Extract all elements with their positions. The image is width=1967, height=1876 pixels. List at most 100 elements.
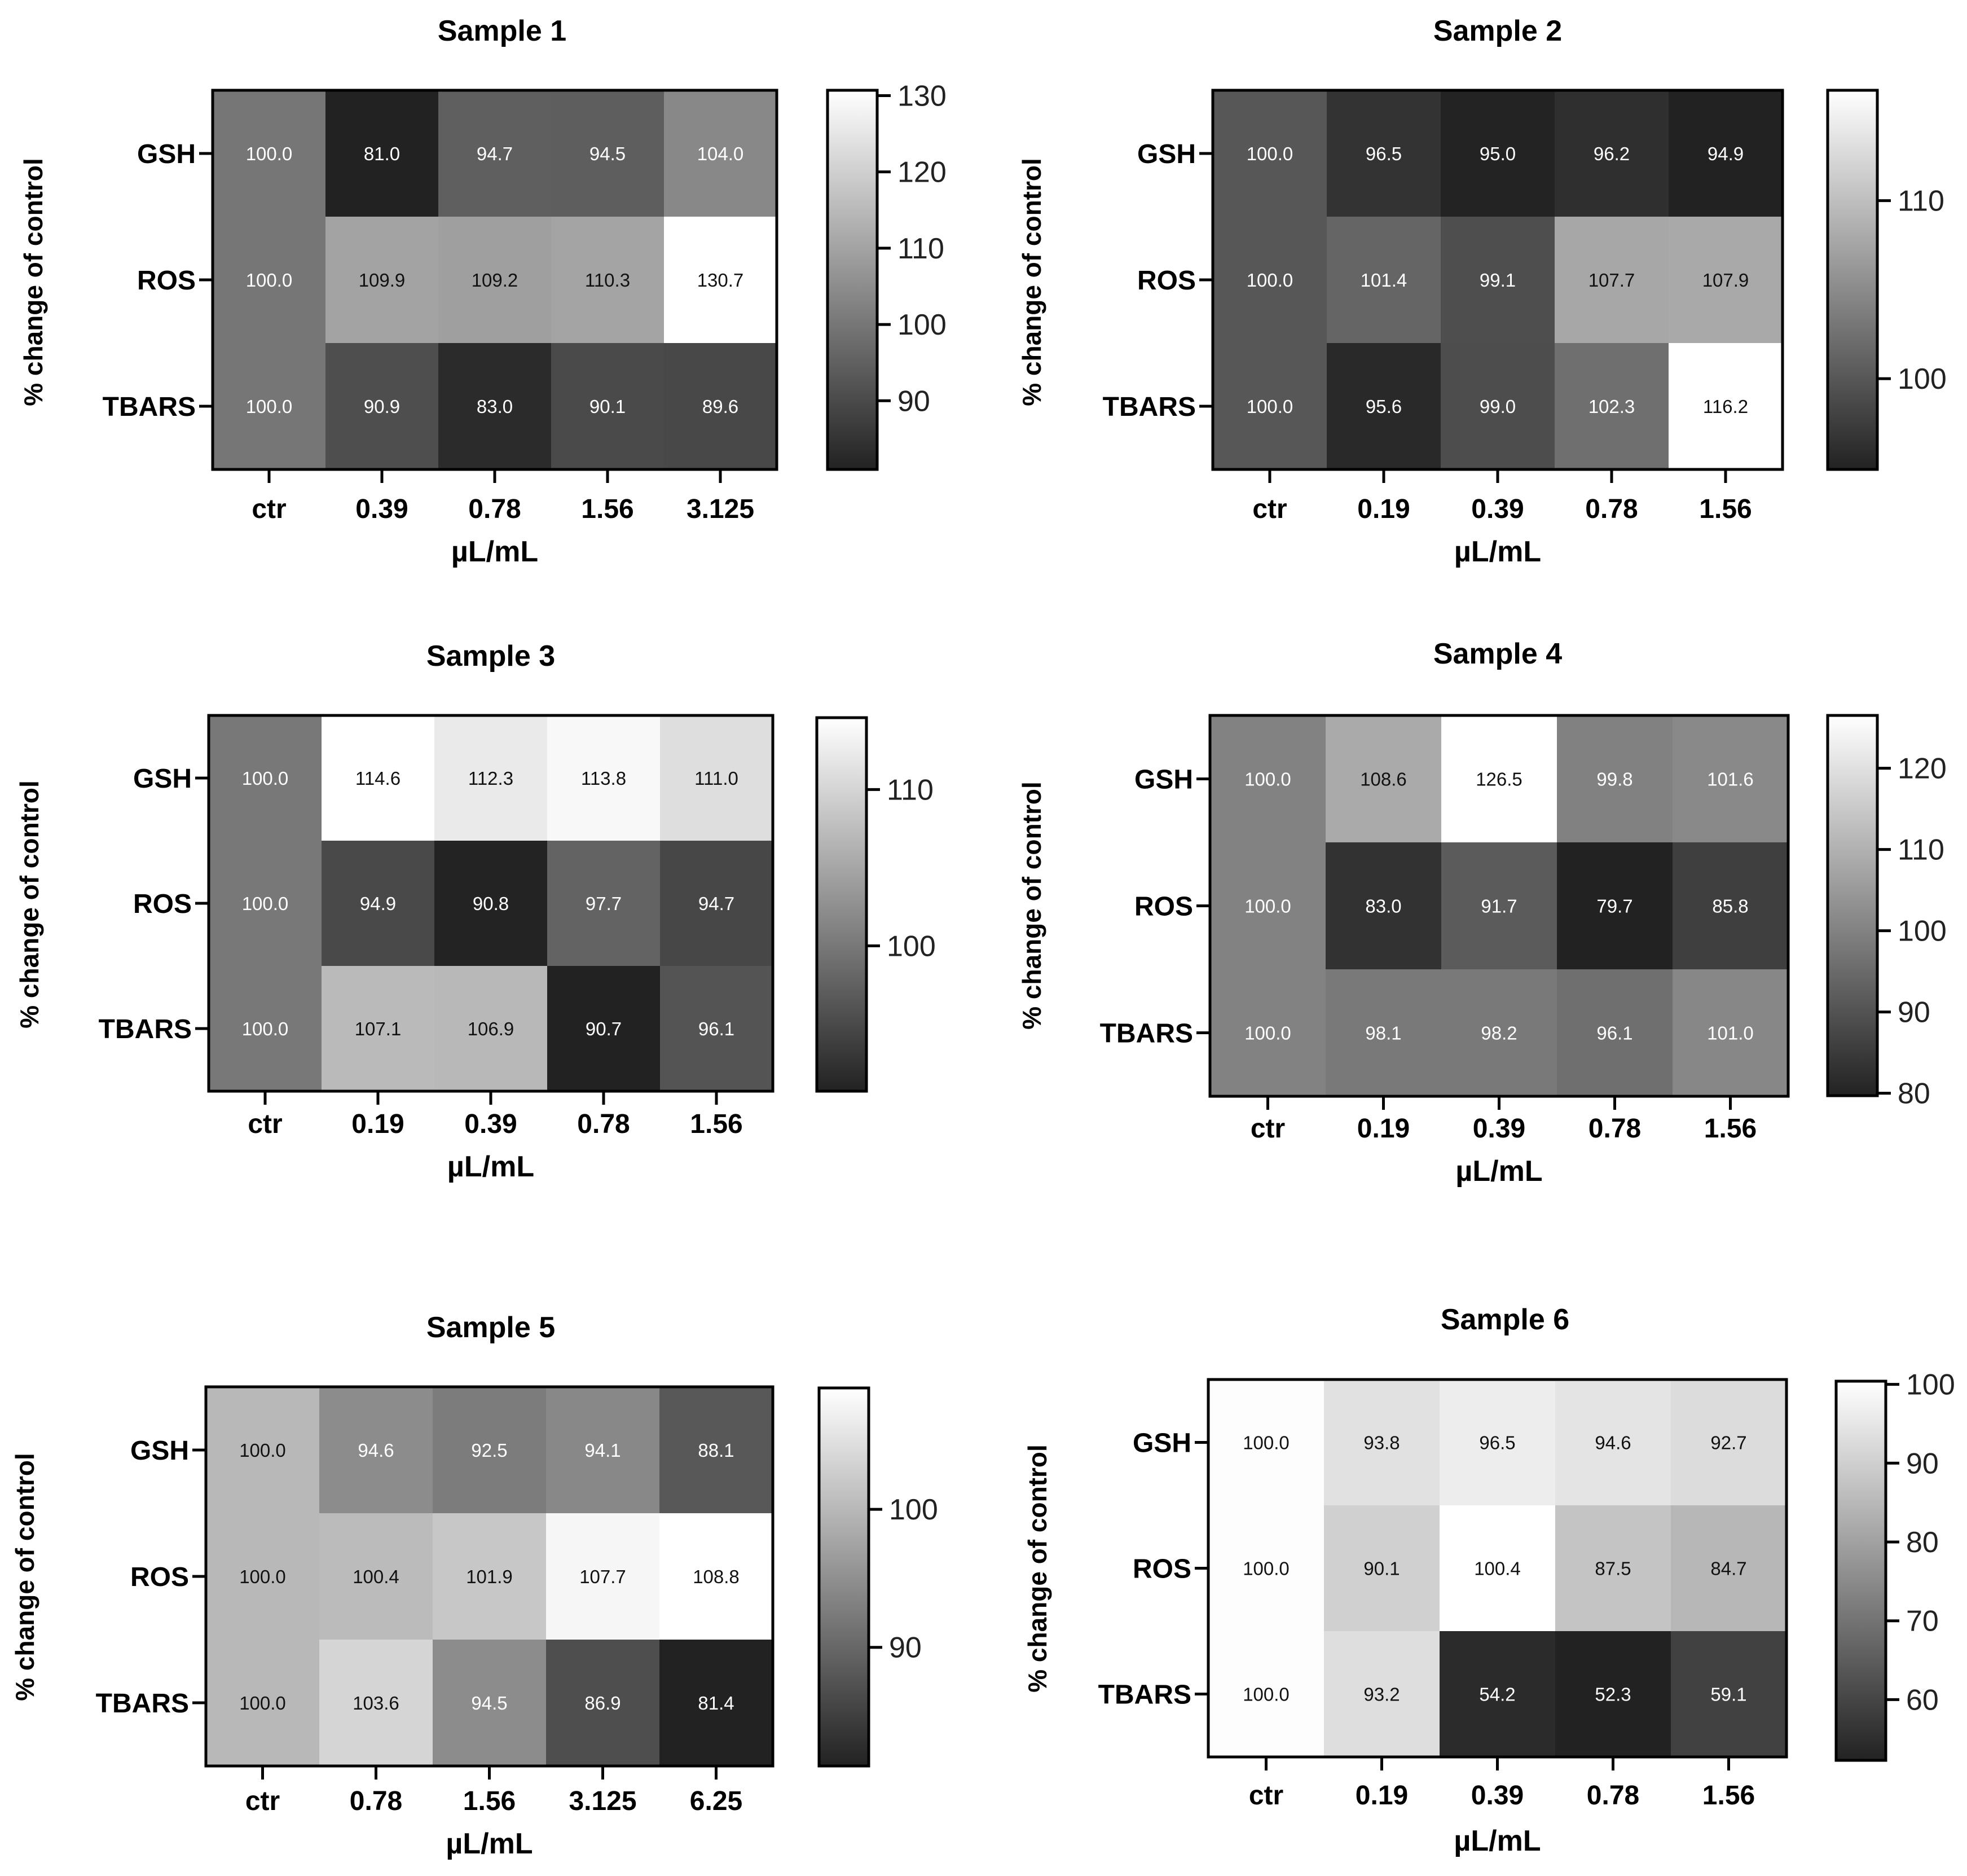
heatmap-cell	[659, 1513, 773, 1640]
heatmap-cell	[319, 1513, 433, 1640]
column-label: 3.125	[569, 1786, 636, 1816]
cell-value-label: 85.8	[1712, 896, 1748, 917]
cell-value-label: 116.2	[1703, 396, 1748, 417]
heatmap-cell	[659, 1640, 773, 1767]
cell-value-label: 107.7	[1588, 270, 1635, 291]
cell-value-label: 83.0	[477, 396, 513, 417]
heatmap-cell	[1208, 1505, 1324, 1632]
heatmap-panel-2: Sample 2 % change of control 100.0 96.5 95.0…	[1017, 15, 1947, 568]
column-label: 0.78	[1588, 1114, 1641, 1144]
column-label: 1.56	[581, 494, 633, 524]
heatmap-cell	[1441, 90, 1555, 217]
colorbar	[817, 1386, 870, 1768]
y-axis-label: % change of control	[15, 780, 44, 1029]
heatmap-cell	[438, 217, 552, 344]
cell-value-label: 94.6	[358, 1440, 394, 1461]
heatmap-cell	[547, 966, 661, 1092]
panel-title: Sample 5	[426, 1311, 555, 1344]
heatmap-cell	[1557, 969, 1673, 1097]
column-label: 0.39	[1471, 494, 1524, 524]
heatmap-cell	[438, 90, 552, 217]
heatmap-cell	[1324, 1505, 1440, 1632]
cell-value-label: 100.0	[1247, 270, 1293, 291]
y-axis-label: % change of control	[10, 1453, 39, 1701]
cell-value-label: 100.4	[353, 1566, 399, 1587]
heatmap-cell	[209, 841, 322, 966]
heatmap-cell	[1555, 217, 1669, 344]
cell-value-label: 107.9	[1702, 270, 1749, 291]
cell-value-label: 100.0	[1243, 1684, 1290, 1705]
panel-title: Sample 6	[1441, 1303, 1569, 1336]
x-axis-label: µL/mL	[451, 535, 538, 568]
row-label: TBARS	[96, 1689, 189, 1719]
cell-value-label: 100.0	[239, 1566, 286, 1587]
column-label: ctr	[1252, 494, 1287, 524]
row-label: ROS	[133, 889, 192, 919]
colorbar-tick-label: 120	[1898, 753, 1947, 785]
panel-title: Sample 4	[1433, 638, 1562, 670]
colorbar-tick-label: 100	[889, 1493, 938, 1526]
cell-value-label: 96.2	[1594, 143, 1630, 164]
y-axis-label: % change of control	[19, 158, 48, 406]
colorbar-tick-label: 110	[1898, 834, 1944, 867]
cell-value-label: 109.9	[359, 270, 406, 291]
column-label: 0.78	[1587, 1781, 1639, 1811]
row-label: ROS	[1134, 892, 1193, 922]
cell-value-label: 101.0	[1707, 1023, 1754, 1044]
column-label: 0.19	[1357, 1114, 1410, 1144]
cell-value-label: 88.1	[698, 1440, 734, 1461]
column-label: 0.19	[1356, 1781, 1408, 1811]
column-label: 6.25	[690, 1786, 742, 1816]
heatmap-cell	[546, 1513, 660, 1640]
heatmap-cell	[1208, 1379, 1324, 1506]
cell-value-label: 84.7	[1710, 1558, 1746, 1579]
heatmap-cell	[1555, 1379, 1671, 1506]
heatmap-cell	[433, 1513, 547, 1640]
cell-value-label: 100.0	[1243, 1558, 1290, 1579]
row-label: TBARS	[103, 392, 196, 422]
cell-value-label: 94.9	[1708, 143, 1744, 164]
cell-value-label: 94.5	[471, 1693, 507, 1714]
cell-value-label: 96.1	[698, 1018, 734, 1039]
cell-value-label: 103.6	[353, 1693, 399, 1714]
cell-value-label: 83.0	[1365, 896, 1401, 917]
cell-value-label: 52.3	[1595, 1684, 1631, 1705]
heatmap-cell	[322, 966, 435, 1092]
cell-value-label: 101.4	[1361, 270, 1407, 291]
heatmap-cell	[1555, 1631, 1671, 1758]
x-axis-label: µL/mL	[447, 1150, 534, 1183]
heatmap-cell	[1327, 343, 1441, 470]
x-axis-label: µL/mL	[446, 1827, 533, 1860]
cell-value-label: 99.1	[1480, 270, 1516, 291]
cell-value-label: 126.5	[1476, 769, 1522, 790]
heatmap-cell	[1210, 842, 1326, 970]
heatmap-cell	[1669, 343, 1783, 470]
heatmap-cell	[1213, 343, 1327, 470]
heatmap-cell	[1324, 1379, 1440, 1506]
heatmap-cell	[1210, 715, 1326, 843]
row-label: GSH	[1133, 1429, 1191, 1458]
cell-value-label: 102.3	[1588, 396, 1635, 417]
cell-value-label: 110.3	[585, 270, 630, 291]
heatmap-cell	[1210, 969, 1326, 1097]
x-axis-label: µL/mL	[1455, 1155, 1542, 1188]
heatmap-cell	[664, 343, 777, 470]
heatmap-cell	[213, 90, 326, 217]
heatmap-cell	[1327, 90, 1441, 217]
row-label: TBARS	[1100, 1019, 1193, 1049]
row-label: TBARS	[1103, 392, 1196, 422]
cell-value-label: 100.0	[242, 893, 289, 914]
heatmap-cell	[1326, 842, 1442, 970]
heatmap-cell	[1441, 842, 1557, 970]
heatmap-cell	[1208, 1631, 1324, 1758]
heatmap-panel-4: Sample 4 % change of control 100.0 108.6 126…	[1017, 638, 1947, 1188]
row-label: ROS	[1137, 266, 1196, 296]
cell-value-label: 100.4	[1474, 1558, 1521, 1579]
colorbar-tick-label: 60	[1906, 1684, 1939, 1716]
heatmap-cell	[546, 1640, 660, 1767]
cell-value-label: 94.1	[584, 1440, 621, 1461]
column-label: 1.56	[690, 1109, 742, 1139]
column-label: 0.78	[1585, 494, 1638, 524]
heatmap-cell	[325, 217, 439, 344]
heatmap-panel-6: Sample 6 % change of control 100.0 93.8 96.5…	[1023, 1303, 1955, 1857]
